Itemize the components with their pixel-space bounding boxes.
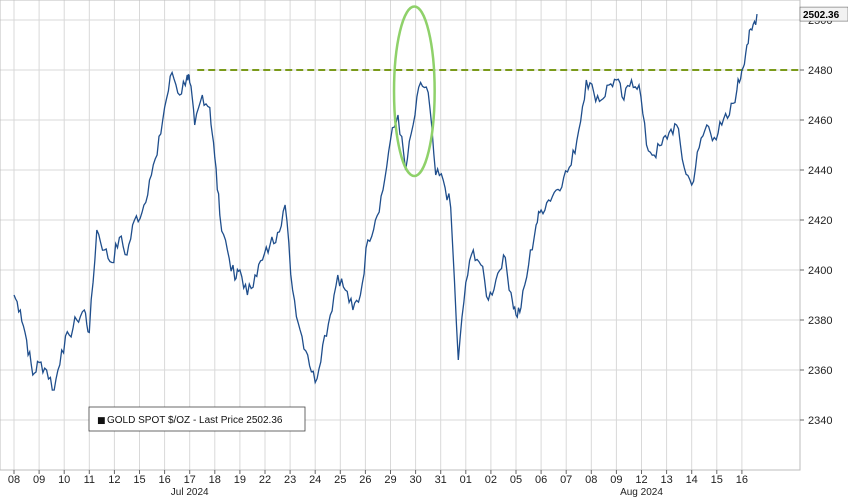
x-month-label: Jul 2024 [171,487,209,498]
legend: ■ GOLD SPOT $/OZ - Last Price 2502.36 [88,406,306,432]
last-price-box-bg [799,6,848,22]
x-tick-label: 17 [184,474,196,486]
x-tick-label: 29 [384,474,396,486]
y-tick-label: 2360 [808,365,832,377]
legend-marker: ■ [97,416,106,426]
chart-grid [0,0,800,470]
y-tick-label: 2460 [808,115,832,127]
last-price-box: 2502.36 [799,6,848,22]
x-tick-label: 12 [635,474,647,486]
x-tick-label: 09 [33,474,45,486]
x-tick-label: 18 [209,474,221,486]
x-tick-label: 30 [409,474,421,486]
x-tick-label: 15 [133,474,145,486]
x-tick-label: 25 [334,474,346,486]
y-tick-label: 2440 [808,165,832,177]
plot-frame [0,0,801,471]
x-tick-label: 02 [485,474,497,486]
x-tick-label: 12 [108,474,120,486]
y-tick-label: 2420 [808,215,832,227]
x-tick-label: 11 [84,474,95,486]
x-tick-label: 10 [58,474,70,486]
x-month-label: Aug 2024 [620,487,663,498]
x-tick-label: 07 [560,474,572,486]
x-tick-label: 01 [460,474,472,486]
x-tick-label: 26 [359,474,371,486]
x-tick-label: 08 [8,474,20,486]
x-tick-label: 24 [309,474,321,486]
y-tick-label: 2380 [808,315,832,327]
x-tick-label: 23 [284,474,296,486]
y-axis-ticks: 234023602380240024202440246024802500 [800,15,832,427]
x-tick-label: 14 [686,474,698,486]
x-tick-label: 22 [259,474,271,486]
x-tick-label: 13 [660,474,672,486]
y-tick-label: 2480 [808,65,832,77]
highlight-ellipse [392,5,436,178]
last-price-label: 2502.36 [803,10,840,21]
x-tick-label: 19 [234,474,246,486]
price-series-line [13,14,758,391]
x-axis-ticks: 08 09 10 11 12 15 16 17 18 19 22 23 24 25 26 29 30 31 01 02… [8,470,748,486]
x-tick-label: 15 [711,474,723,486]
x-tick-label: 06 [535,474,547,486]
x-tick-label: 16 [158,474,170,486]
x-tick-label: 05 [510,474,522,486]
legend-text: GOLD SPOT $/OZ - Last Price 2502.36 [107,415,283,426]
x-tick-label: 08 [585,474,597,486]
legend-box [88,406,306,432]
x-tick-label: 16 [736,474,748,486]
x-axis-month-labels: Jul 2024 Aug 2024 [171,487,664,498]
x-tick-label: 31 [435,474,447,486]
y-tick-label: 2400 [808,265,832,277]
x-tick-label: 09 [610,474,622,486]
y-tick-label: 2340 [808,415,832,427]
